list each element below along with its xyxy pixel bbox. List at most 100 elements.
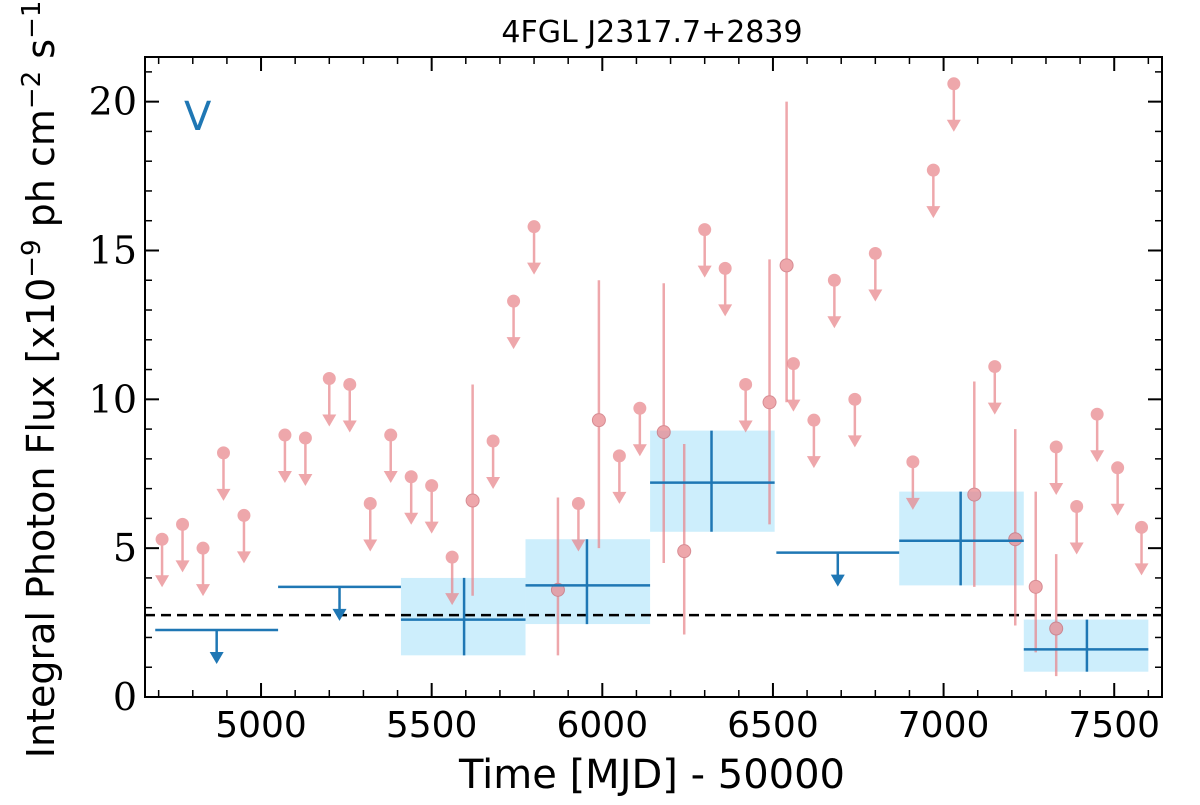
long-bin-arrow-head	[332, 608, 347, 621]
short-bin-upper-limit	[383, 428, 398, 484]
upper-limit-point	[298, 431, 312, 445]
upper-limit-arrow-head	[571, 539, 586, 552]
short-bin-upper-limit	[738, 377, 753, 433]
upper-limit-point	[486, 434, 500, 448]
upper-limit-point	[404, 470, 418, 484]
x-tick-label: 7000	[898, 705, 990, 746]
upper-limit-arrow-head	[1090, 450, 1105, 463]
upper-limit-arrow-head	[277, 471, 292, 484]
upper-limit-arrow-head	[697, 265, 712, 278]
upper-limit-arrow-head	[1134, 563, 1149, 576]
long-bin-upper-limit	[278, 585, 401, 621]
short-bin-upper-limit	[847, 392, 862, 448]
short-bin-upper-limit	[175, 517, 190, 573]
short-bin-detection	[967, 381, 982, 587]
short-bin-upper-limit	[363, 497, 378, 552]
upper-limit-point	[507, 294, 521, 308]
short-bin-upper-limit	[905, 455, 920, 510]
short-bin-detection	[656, 283, 671, 564]
y-label-exp3: −1	[17, 1, 47, 39]
y-label-close: ]	[19, 0, 63, 1]
short-bin-upper-limit	[216, 446, 231, 501]
upper-limit-arrow-head	[905, 497, 920, 510]
upper-limit-arrow-head	[322, 414, 337, 427]
upper-limit-arrow-head	[632, 444, 647, 457]
long-bin-upper-limit	[776, 551, 900, 587]
short-bin-upper-limit	[506, 294, 521, 350]
short-bin-upper-limit	[342, 377, 357, 433]
detection-point	[1028, 579, 1043, 594]
short-bin-upper-limit	[322, 371, 337, 427]
short-bin-upper-limit	[946, 77, 961, 132]
upper-limit-point	[322, 371, 336, 385]
upper-limit-point	[445, 550, 459, 564]
short-bin-detection	[762, 259, 777, 525]
upper-limit-arrow-head	[404, 512, 419, 525]
upper-limit-point	[739, 377, 753, 391]
upper-limit-point	[926, 163, 940, 177]
short-bin-upper-limit	[806, 413, 821, 469]
long-bin-detection	[525, 539, 651, 625]
y-tick-label: 15	[89, 228, 137, 272]
short-bin-upper-limit	[1134, 520, 1149, 576]
short-bin-upper-limit	[612, 449, 627, 504]
short-bin-upper-limit	[424, 479, 439, 534]
upper-limit-arrow-head	[363, 539, 378, 552]
upper-limit-arrow-head	[196, 584, 211, 597]
x-axis-label: Time [MJD] - 50000	[458, 752, 845, 798]
detection-point	[1008, 532, 1023, 547]
short-bin-detection	[1008, 429, 1023, 626]
detection-point	[465, 493, 480, 508]
upper-limit-point	[363, 497, 377, 511]
upper-limit-point	[1135, 520, 1149, 534]
short-bin-upper-limit	[404, 470, 419, 525]
upper-limit-arrow-head	[383, 471, 398, 484]
panel-annotation: V	[184, 94, 212, 140]
upper-limit-arrow-head	[738, 420, 753, 433]
short-bin-detection	[591, 280, 606, 549]
long-bin-detection	[400, 577, 526, 656]
upper-limit-point	[718, 261, 732, 275]
short-bin-upper-limit	[987, 360, 1002, 415]
upper-limit-point	[176, 517, 190, 531]
upper-limit-arrow-head	[527, 262, 542, 275]
upper-limit-point	[633, 401, 647, 415]
short-bin-upper-limit	[1069, 499, 1084, 555]
detection-point	[591, 413, 606, 428]
upper-limit-arrow-head	[987, 402, 1002, 415]
upper-limit-point	[343, 377, 357, 391]
upper-limit-arrow-head	[946, 119, 961, 132]
upper-limit-point	[155, 532, 169, 546]
upper-limit-point	[848, 392, 862, 406]
upper-limit-arrow-head	[806, 456, 821, 469]
y-tick-label: 0	[113, 675, 137, 719]
short-bin-detection	[779, 101, 794, 403]
detection-point	[762, 395, 777, 410]
y-label-mid: ph cm	[19, 109, 63, 239]
detection-point	[656, 425, 671, 440]
short-bin-upper-limit	[236, 508, 251, 564]
upper-limit-arrow-head	[486, 477, 501, 489]
detection-point	[1049, 621, 1064, 636]
short-bin-points	[155, 77, 1149, 677]
upper-limit-point	[425, 479, 439, 493]
upper-limit-arrow-head	[424, 521, 439, 534]
short-bin-upper-limit	[786, 357, 801, 412]
upper-limit-point	[988, 360, 1002, 374]
upper-limit-arrow-head	[216, 488, 231, 501]
x-tick-label: 6500	[727, 705, 819, 746]
x-tick-label: 6000	[556, 705, 648, 746]
y-label-exp1: −9	[17, 239, 47, 277]
short-bin-upper-limit	[486, 434, 501, 489]
detection-point	[967, 487, 982, 502]
short-bin-detection	[677, 443, 692, 635]
upper-limit-arrow-head	[342, 420, 357, 433]
upper-limit-arrow-head	[506, 337, 521, 350]
upper-limit-point	[947, 77, 961, 91]
y-tick-label: 10	[89, 377, 137, 421]
short-bin-detection	[465, 384, 480, 596]
y-axis-label: Integral Photon Flux [x10−9 ph cm−2 s−1]	[17, 0, 63, 758]
short-bin-upper-limit	[718, 261, 733, 317]
